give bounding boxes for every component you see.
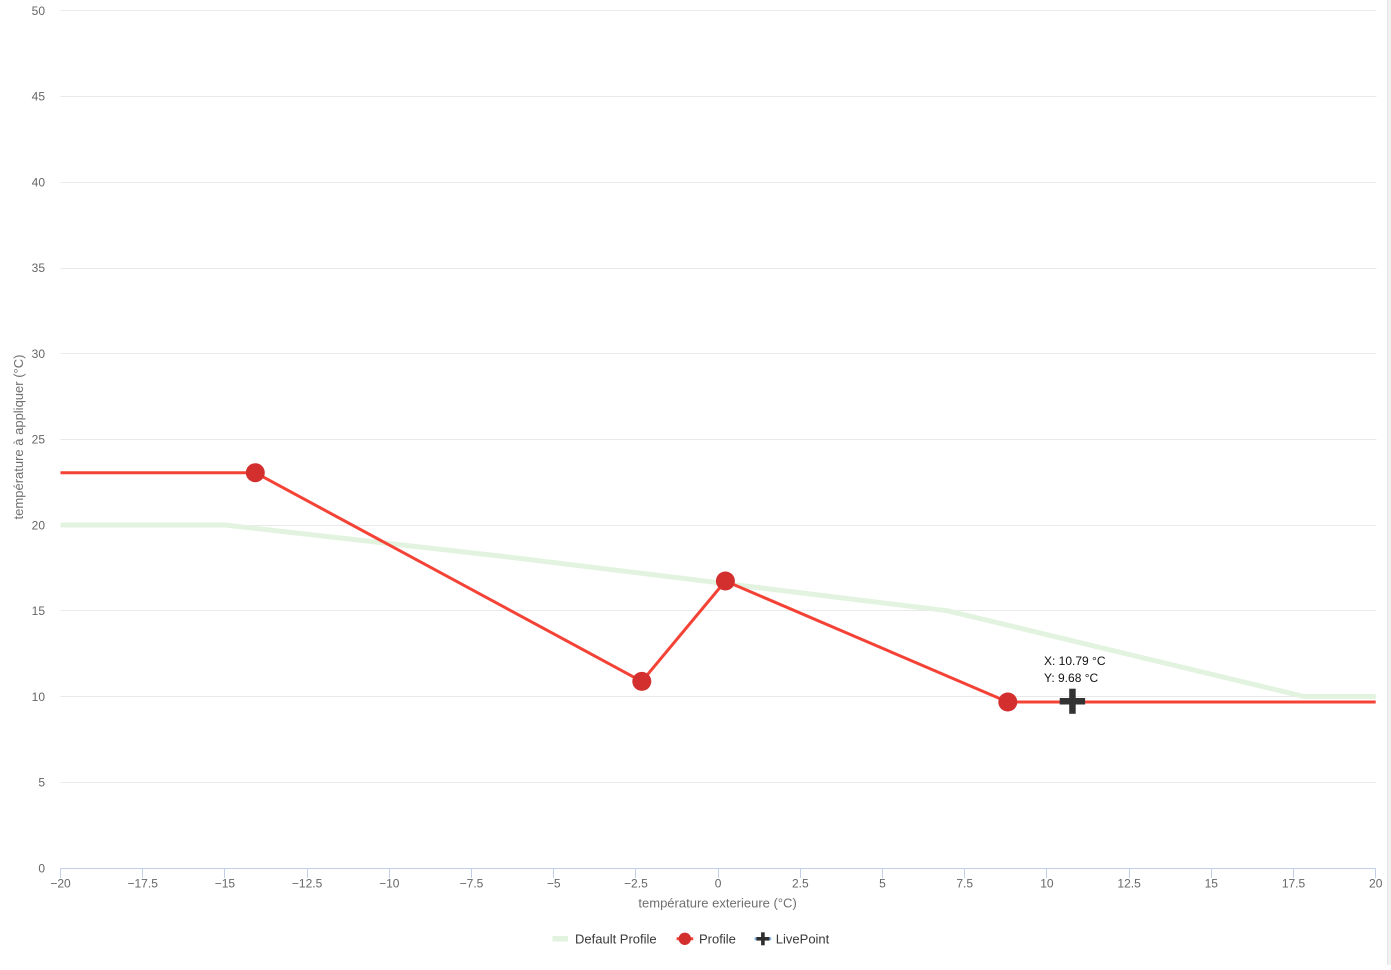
svg-text:12.5: 12.5: [1117, 877, 1141, 891]
svg-text:45: 45: [32, 90, 46, 104]
svg-text:10: 10: [32, 690, 46, 704]
svg-text:10: 10: [1040, 877, 1054, 891]
svg-text:−5: −5: [547, 877, 561, 891]
svg-text:LivePoint: LivePoint: [776, 932, 830, 947]
svg-text:−7.5: −7.5: [460, 877, 484, 891]
svg-text:25: 25: [32, 433, 46, 447]
svg-text:35: 35: [32, 261, 46, 275]
svg-text:température exterieure (°C): température exterieure (°C): [638, 896, 796, 911]
svg-text:15: 15: [1205, 877, 1219, 891]
svg-text:Y: 9.68 °C: Y: 9.68 °C: [1044, 671, 1098, 685]
svg-text:−17.5: −17.5: [128, 877, 159, 891]
svg-text:40: 40: [32, 175, 46, 189]
svg-text:20: 20: [1369, 877, 1383, 891]
svg-text:X: 10.79 °C: X: 10.79 °C: [1044, 654, 1106, 668]
svg-text:30: 30: [32, 347, 46, 361]
svg-text:Default Profile: Default Profile: [575, 932, 657, 947]
svg-text:7.5: 7.5: [956, 877, 973, 891]
svg-text:0: 0: [38, 861, 45, 875]
svg-text:5: 5: [38, 776, 45, 790]
svg-text:20: 20: [32, 518, 46, 532]
svg-text:5: 5: [879, 877, 886, 891]
svg-text:0: 0: [715, 877, 722, 891]
svg-text:Profile: Profile: [699, 932, 736, 947]
svg-text:−2.5: −2.5: [624, 877, 648, 891]
svg-text:17.5: 17.5: [1282, 877, 1306, 891]
svg-text:−12.5: −12.5: [292, 877, 323, 891]
svg-text:−10: −10: [379, 877, 400, 891]
svg-text:15: 15: [32, 604, 46, 618]
svg-text:température à appliquer (°C): température à appliquer (°C): [11, 355, 26, 520]
svg-text:−15: −15: [215, 877, 236, 891]
svg-text:2.5: 2.5: [792, 877, 809, 891]
svg-text:50: 50: [32, 4, 46, 18]
svg-text:−20: −20: [50, 877, 71, 891]
